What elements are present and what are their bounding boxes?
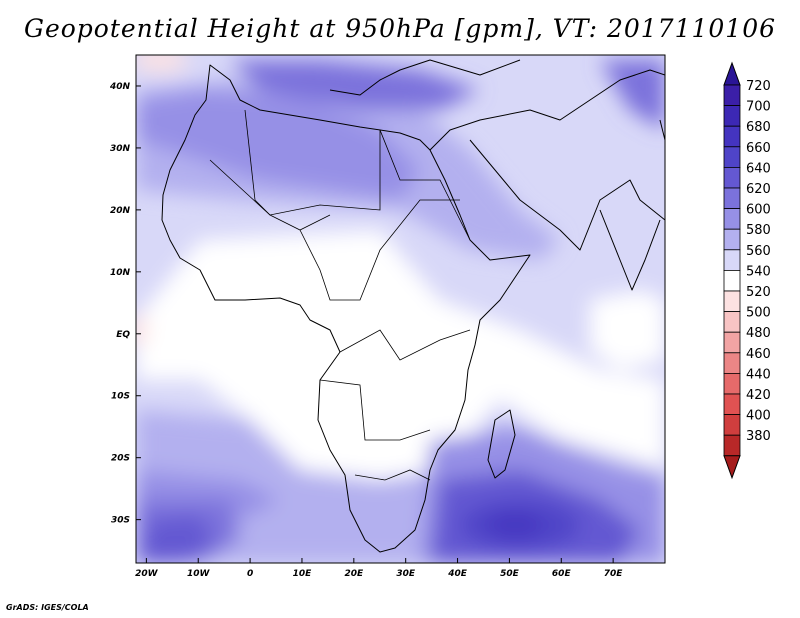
arabia-coastline bbox=[469, 139, 665, 251]
colorbar-label: 440 bbox=[746, 367, 771, 382]
colorbar-swatch bbox=[723, 249, 741, 271]
y-axis-ticks: 40N 30N 20N 10N EQ 10S 20S 30S bbox=[109, 82, 141, 526]
colorbar-swatch bbox=[723, 311, 741, 333]
y-tick-label: 40N bbox=[109, 82, 131, 92]
border-east bbox=[379, 129, 471, 241]
border-sahara bbox=[244, 109, 381, 216]
colorbar-label: 620 bbox=[746, 182, 771, 197]
colorbar-swatch bbox=[723, 146, 741, 168]
colorbar-swatch bbox=[723, 208, 741, 230]
colorbar-swatch bbox=[723, 352, 741, 374]
field-600-sahara bbox=[136, 90, 420, 200]
border-sahel bbox=[299, 199, 460, 301]
colorbar-label: 600 bbox=[746, 203, 771, 218]
colorbar-swatch bbox=[723, 372, 741, 395]
border-southern bbox=[354, 469, 431, 481]
colorbar-label: 500 bbox=[746, 306, 771, 321]
field-white-indian-ocean bbox=[590, 290, 665, 370]
colorbar-label: 560 bbox=[746, 244, 771, 259]
colorbar-label: 460 bbox=[746, 347, 771, 362]
colorbar-swatch bbox=[723, 166, 741, 189]
credit-text: GrADS: IGES/COLA bbox=[6, 603, 89, 612]
colorbar-swatch bbox=[723, 125, 741, 148]
colorbar-label: 700 bbox=[746, 100, 771, 115]
field-620-mediterranean bbox=[230, 60, 480, 110]
x-tick-label: 40E bbox=[447, 569, 468, 579]
y-tick-label: 10N bbox=[110, 268, 131, 278]
colorbar-swatch bbox=[723, 414, 741, 436]
x-tick-label: 10E bbox=[293, 569, 313, 579]
colorbar-label: 680 bbox=[746, 120, 771, 135]
colorbar-swatch bbox=[723, 290, 741, 313]
coastlines bbox=[161, 59, 665, 553]
colorbar-label: 380 bbox=[746, 429, 771, 444]
africa-coastline bbox=[161, 64, 531, 553]
x-tick-label: 20E bbox=[344, 569, 364, 579]
colorbar-label: 720 bbox=[746, 79, 771, 94]
colorbar-swatch bbox=[723, 187, 741, 210]
x-tick-label: 50E bbox=[500, 569, 520, 579]
y-tick-label: 30N bbox=[110, 144, 131, 154]
india-coastline bbox=[599, 209, 661, 291]
colorbar-label: 480 bbox=[746, 326, 771, 341]
colorbar-swatch bbox=[723, 434, 741, 457]
asia-coastline bbox=[659, 119, 665, 141]
border-equatorial bbox=[339, 329, 471, 361]
x-axis-ticks: 20W 10W 0 10E 20E 30E 40E 50E 60E 70E bbox=[135, 558, 623, 579]
colorbar-label: 580 bbox=[746, 223, 771, 238]
x-tick-label: 0 bbox=[247, 569, 253, 579]
madagascar-coastline bbox=[487, 409, 516, 479]
colorbar-swatch bbox=[723, 228, 741, 251]
field-pink-north-atlantic bbox=[136, 55, 188, 72]
border-west-africa bbox=[209, 159, 331, 231]
europe-coastline bbox=[329, 59, 521, 96]
colorbar-swatch bbox=[723, 105, 741, 127]
field-pink-gulf-guinea bbox=[136, 314, 148, 346]
map-frame bbox=[135, 54, 666, 564]
mideast-coastline bbox=[429, 69, 665, 151]
colorbar-label: 540 bbox=[746, 264, 771, 279]
field-620-asia bbox=[600, 60, 665, 130]
map-plot: 20W 10W 0 10E 20E 30E 40E 50E 60E 70E 40N 30N 20N 10… bbox=[109, 54, 666, 579]
field-640-south-atlantic bbox=[140, 515, 215, 563]
height-field bbox=[136, 55, 665, 563]
country-borders bbox=[209, 109, 471, 481]
colorbar: 720 700 680 660 640 620 600 580 560 540 520 500 480 4… bbox=[723, 61, 771, 480]
colorbar-top-arrow bbox=[723, 61, 741, 86]
y-tick-label: 20N bbox=[110, 206, 131, 216]
colorbar-label: 640 bbox=[746, 161, 771, 176]
x-tick-label: 30E bbox=[396, 569, 416, 579]
colorbar-swatch bbox=[723, 331, 741, 354]
colorbar-label: 420 bbox=[746, 388, 771, 403]
colorbar-bottom-arrow bbox=[723, 455, 741, 480]
colorbar-swatch bbox=[723, 269, 741, 292]
field-680-high-core bbox=[487, 513, 543, 537]
x-tick-label: 60E bbox=[552, 569, 572, 579]
field-white-central bbox=[136, 230, 665, 480]
y-tick-label: EQ bbox=[116, 330, 130, 340]
y-tick-label: 20S bbox=[111, 454, 130, 464]
colorbar-label: 400 bbox=[746, 409, 771, 424]
map-title: Geopotential Height at 950hPa [gpm], VT:… bbox=[23, 14, 777, 43]
colorbar-swatch bbox=[723, 393, 741, 416]
border-central-south bbox=[319, 379, 431, 441]
colorbar-label: 520 bbox=[746, 285, 771, 300]
colorbar-swatch bbox=[723, 84, 741, 107]
colorbar-label: 660 bbox=[746, 141, 771, 156]
y-tick-label: 30S bbox=[111, 516, 130, 526]
x-tick-label: 70E bbox=[604, 569, 624, 579]
y-tick-label: 10S bbox=[111, 392, 130, 402]
x-tick-label: 10W bbox=[187, 569, 211, 579]
x-tick-label: 20W bbox=[135, 569, 159, 579]
